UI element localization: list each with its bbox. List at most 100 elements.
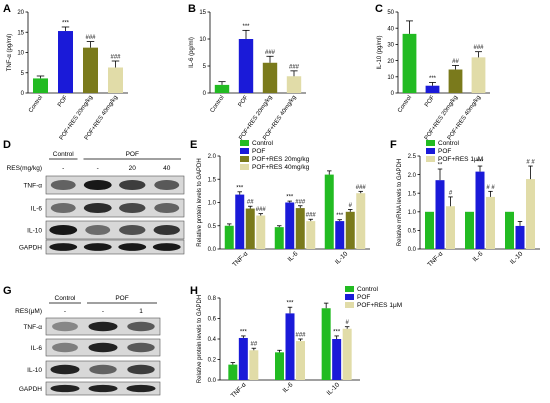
blot-band bbox=[83, 243, 112, 251]
x-tick-label: POF bbox=[424, 94, 436, 108]
bar bbox=[238, 337, 248, 380]
significance-label: ### bbox=[265, 50, 276, 56]
y-tick-label: 0.0 bbox=[208, 247, 217, 253]
panel-label-B: B bbox=[188, 3, 196, 15]
y-tick-label: 0.2 bbox=[208, 358, 217, 364]
chart-F: F 0.0 0.5 1.0 1.5 2.0 2.5 Relative mRNA levels … bbox=[390, 139, 540, 269]
group-label: Control bbox=[53, 151, 75, 158]
blot-band bbox=[154, 179, 180, 191]
blot-band bbox=[154, 202, 180, 214]
blot-row-label: TNF-α bbox=[23, 324, 42, 331]
y-tick-label: 1.5 bbox=[408, 191, 417, 197]
y-tick-label: 1.0 bbox=[408, 210, 417, 216]
chart-H: H 0.0 0.2 0.4 0.6 0.8 Relative protein levels … bbox=[190, 285, 402, 400]
bar bbox=[475, 171, 485, 249]
significance-label: *** bbox=[242, 24, 250, 30]
blot-band bbox=[127, 342, 155, 353]
y-tick-label: 0.0 bbox=[408, 247, 417, 253]
blot-band bbox=[52, 321, 78, 332]
blot-row-label: GAPDH bbox=[19, 386, 42, 393]
significance-label: # bbox=[449, 190, 453, 196]
bar bbox=[83, 47, 98, 93]
bar bbox=[324, 174, 334, 249]
panel-label-A: A bbox=[3, 3, 11, 15]
y-tick-label: 2.0 bbox=[208, 154, 217, 160]
blot-row-label: IL-10 bbox=[27, 367, 42, 374]
y-tick-label: 0.4 bbox=[208, 337, 217, 343]
significance-label: # bbox=[349, 203, 353, 209]
blot-row-label: IL-6 bbox=[31, 205, 43, 212]
blot-band bbox=[50, 384, 80, 393]
chart-E: E 0.0 0.5 1.0 1.5 2.0 Relative protein levels … bbox=[190, 139, 370, 269]
blot-band bbox=[89, 364, 117, 375]
y-tick-label: 0.5 bbox=[208, 224, 217, 230]
blot-band bbox=[50, 364, 80, 375]
bar bbox=[274, 227, 284, 249]
significance-label: *** bbox=[62, 20, 70, 26]
blot-band bbox=[83, 179, 112, 191]
y-tick-label: 0.0 bbox=[208, 378, 217, 384]
significance-label: ### bbox=[110, 55, 121, 61]
y-tick-label: 50 bbox=[387, 10, 394, 16]
blot-band bbox=[50, 202, 76, 214]
significance-label: # bbox=[345, 320, 349, 326]
lane-label: - bbox=[97, 165, 99, 172]
blot-band bbox=[127, 364, 155, 375]
blot-band bbox=[119, 224, 146, 236]
bar bbox=[435, 180, 445, 249]
legend-label: Control bbox=[357, 286, 379, 293]
bar bbox=[214, 84, 230, 93]
y-tick-label: 40 bbox=[387, 26, 394, 32]
bar bbox=[295, 208, 305, 249]
y-axis-label: Relative mRNA levels to GAPDH bbox=[397, 159, 403, 246]
y-tick-label: 30 bbox=[387, 43, 394, 49]
bar bbox=[296, 341, 305, 380]
significance-label: ### bbox=[85, 35, 96, 41]
blot-strip bbox=[45, 198, 185, 218]
blot-band bbox=[118, 243, 147, 251]
bar bbox=[356, 193, 366, 249]
blot-band bbox=[127, 321, 155, 332]
blot-band bbox=[88, 321, 118, 332]
blot-band bbox=[52, 342, 78, 353]
legend-label: POF bbox=[357, 294, 370, 301]
y-tick-label: 20 bbox=[17, 10, 24, 16]
x-tick-label: POF bbox=[238, 94, 250, 108]
bar bbox=[58, 31, 73, 93]
significance-label: *** bbox=[476, 160, 484, 166]
bar bbox=[238, 39, 254, 93]
x-tick-label: Control bbox=[28, 95, 44, 114]
significance-label: # # bbox=[486, 185, 495, 191]
panel-label-E: E bbox=[190, 139, 197, 151]
bar bbox=[275, 352, 284, 380]
lane-label: 20 bbox=[129, 165, 137, 172]
x-tick-label: TNF-α bbox=[231, 250, 249, 268]
panel-label-H: H bbox=[190, 285, 198, 297]
blot-row-label: IL-10 bbox=[27, 227, 42, 234]
legend-swatch bbox=[345, 286, 354, 292]
y-tick-label: 0 bbox=[21, 91, 25, 97]
bar bbox=[256, 215, 266, 249]
lane-label: - bbox=[62, 165, 64, 172]
significance-label: ### bbox=[295, 199, 306, 205]
y-tick-label: 1.0 bbox=[208, 201, 217, 207]
bar bbox=[526, 179, 535, 249]
legend-label: POF+RES 20mg/kg bbox=[252, 156, 310, 163]
lane-label: - bbox=[64, 308, 66, 315]
legend-label: POF bbox=[252, 148, 265, 155]
group-label: POF bbox=[126, 151, 139, 158]
legend-swatch bbox=[345, 302, 354, 308]
bar bbox=[402, 33, 417, 93]
bar bbox=[465, 211, 474, 249]
x-tick-label: TNF-α bbox=[426, 250, 444, 268]
significance-label: ### bbox=[306, 213, 317, 219]
blot-band bbox=[85, 224, 111, 236]
lane-label: 1 bbox=[139, 308, 143, 315]
bar bbox=[486, 196, 495, 249]
bar bbox=[335, 221, 345, 249]
bar bbox=[224, 225, 234, 249]
blot-row-label: TNF-α bbox=[23, 182, 42, 189]
legend-label: Control bbox=[252, 140, 274, 147]
